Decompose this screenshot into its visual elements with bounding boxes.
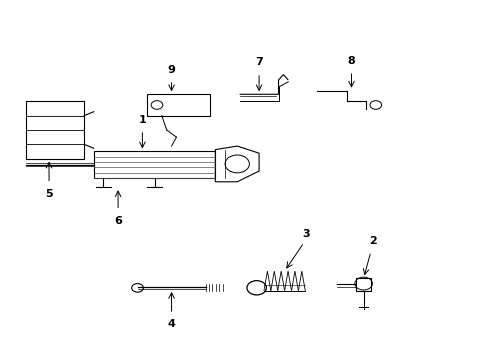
Text: 1: 1 xyxy=(138,114,146,125)
Text: 7: 7 xyxy=(255,58,263,67)
Text: 5: 5 xyxy=(45,189,53,199)
Text: 3: 3 xyxy=(302,229,310,239)
Text: 4: 4 xyxy=(167,319,175,329)
Text: 8: 8 xyxy=(347,56,355,66)
Text: 6: 6 xyxy=(114,216,122,226)
Text: 2: 2 xyxy=(369,236,376,246)
Text: 9: 9 xyxy=(167,64,175,75)
